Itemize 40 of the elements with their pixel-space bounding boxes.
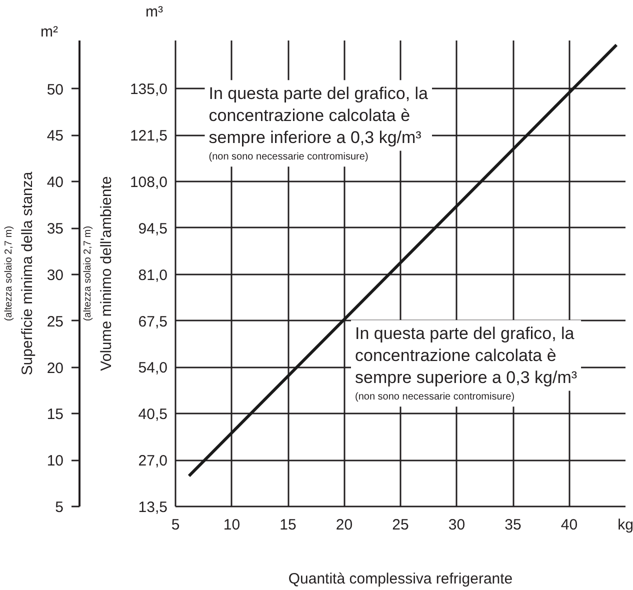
y-tick-label: 135,0 (130, 81, 168, 98)
y-tick-label: 81,0 (138, 266, 168, 284)
y-tick-label: 40,5 (138, 406, 168, 424)
y-tick-label: 54,0 (138, 360, 168, 377)
y2-tick-label: 45 (46, 128, 64, 145)
y-tick-label: 94,5 (138, 220, 168, 238)
x-tick-label: 5 (171, 516, 180, 534)
x-tick-label: 30 (448, 516, 466, 534)
text: m³ (146, 4, 163, 20)
y-tick-label: 121,5 (130, 128, 168, 145)
text: m² (40, 24, 58, 40)
y2-axis-title: Superficie minima della stanza (18, 171, 36, 376)
annotation: In questa parte del grafico, la concentrazione calcolata è sempre superiore a 0,3 kg/m³ (355, 324, 578, 387)
y-tick-label: 67,5 (138, 313, 168, 330)
y-tick-label: 27,0 (138, 452, 168, 470)
y2-tick-label: 5 (55, 499, 64, 516)
annotation: (non sono necessarie contromisure) (208, 152, 368, 163)
y2-tick-label: 40 (46, 174, 64, 192)
x-tick-label: 20 (336, 516, 353, 534)
y2-tick-label: 15 (46, 406, 64, 424)
y2-tick-label: 20 (46, 360, 64, 377)
y-axis-title: Volume minimo dell'ambiente (98, 176, 115, 371)
x-axis-title: Quantità complessiva refrigerante (288, 570, 513, 588)
text: (altezza solaio 2,7 m) (82, 226, 94, 322)
y-tick-label: 13,5 (138, 499, 168, 516)
x-tick-label: 40 (560, 516, 578, 534)
annotation: (non sono necessarie contromisure) (355, 392, 515, 403)
annotation: In questa parte del grafico, la concentrazione calcolata è sempre inferiore a 0,3 kg/m³ (208, 84, 429, 147)
y-tick-label: 108,0 (130, 174, 168, 192)
x-tick-label: 35 (504, 516, 522, 534)
x-tick-label: 25 (392, 516, 409, 534)
x-tick-label: 15 (280, 516, 296, 534)
y2-tick-label: 50 (46, 81, 64, 98)
y2-tick-label: 30 (46, 266, 64, 284)
y2-tick-label: 10 (46, 452, 64, 470)
x-tick-label: kg (618, 516, 633, 534)
y2-tick-label: 35 (46, 220, 64, 238)
x-tick-label: 10 (223, 516, 240, 534)
y2-tick-label: 25 (46, 313, 64, 330)
text: (altezza solaio 2,7 m) (4, 226, 14, 322)
